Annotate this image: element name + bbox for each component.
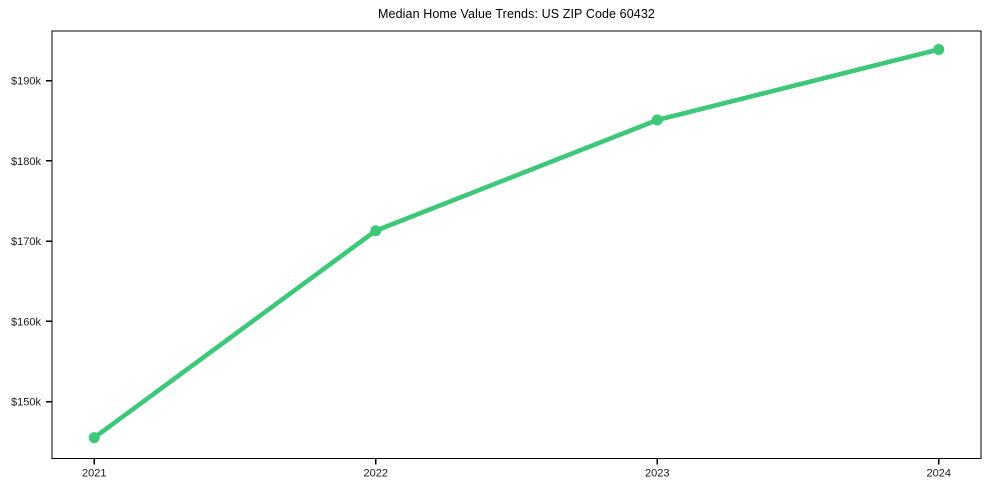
y-tick-label: $160k: [11, 316, 41, 328]
x-tick-label: 2023: [645, 468, 669, 480]
data-point: [651, 114, 663, 126]
y-tick-label: $150k: [11, 397, 41, 409]
y-tick-label: $170k: [11, 236, 41, 248]
x-tick-label: 2022: [364, 468, 388, 480]
data-point: [370, 225, 382, 237]
data-point: [933, 43, 945, 55]
y-tick-label: $190k: [11, 76, 41, 88]
x-tick-label: 2024: [927, 468, 951, 480]
trend-line: [91, 47, 942, 440]
chart-title: Median Home Value Trends: US ZIP Code 60…: [378, 7, 655, 21]
plot-border: [51, 30, 982, 460]
data-point: [88, 432, 100, 444]
x-tick-label: 2021: [82, 468, 106, 480]
y-tick-label: $180k: [11, 156, 41, 168]
